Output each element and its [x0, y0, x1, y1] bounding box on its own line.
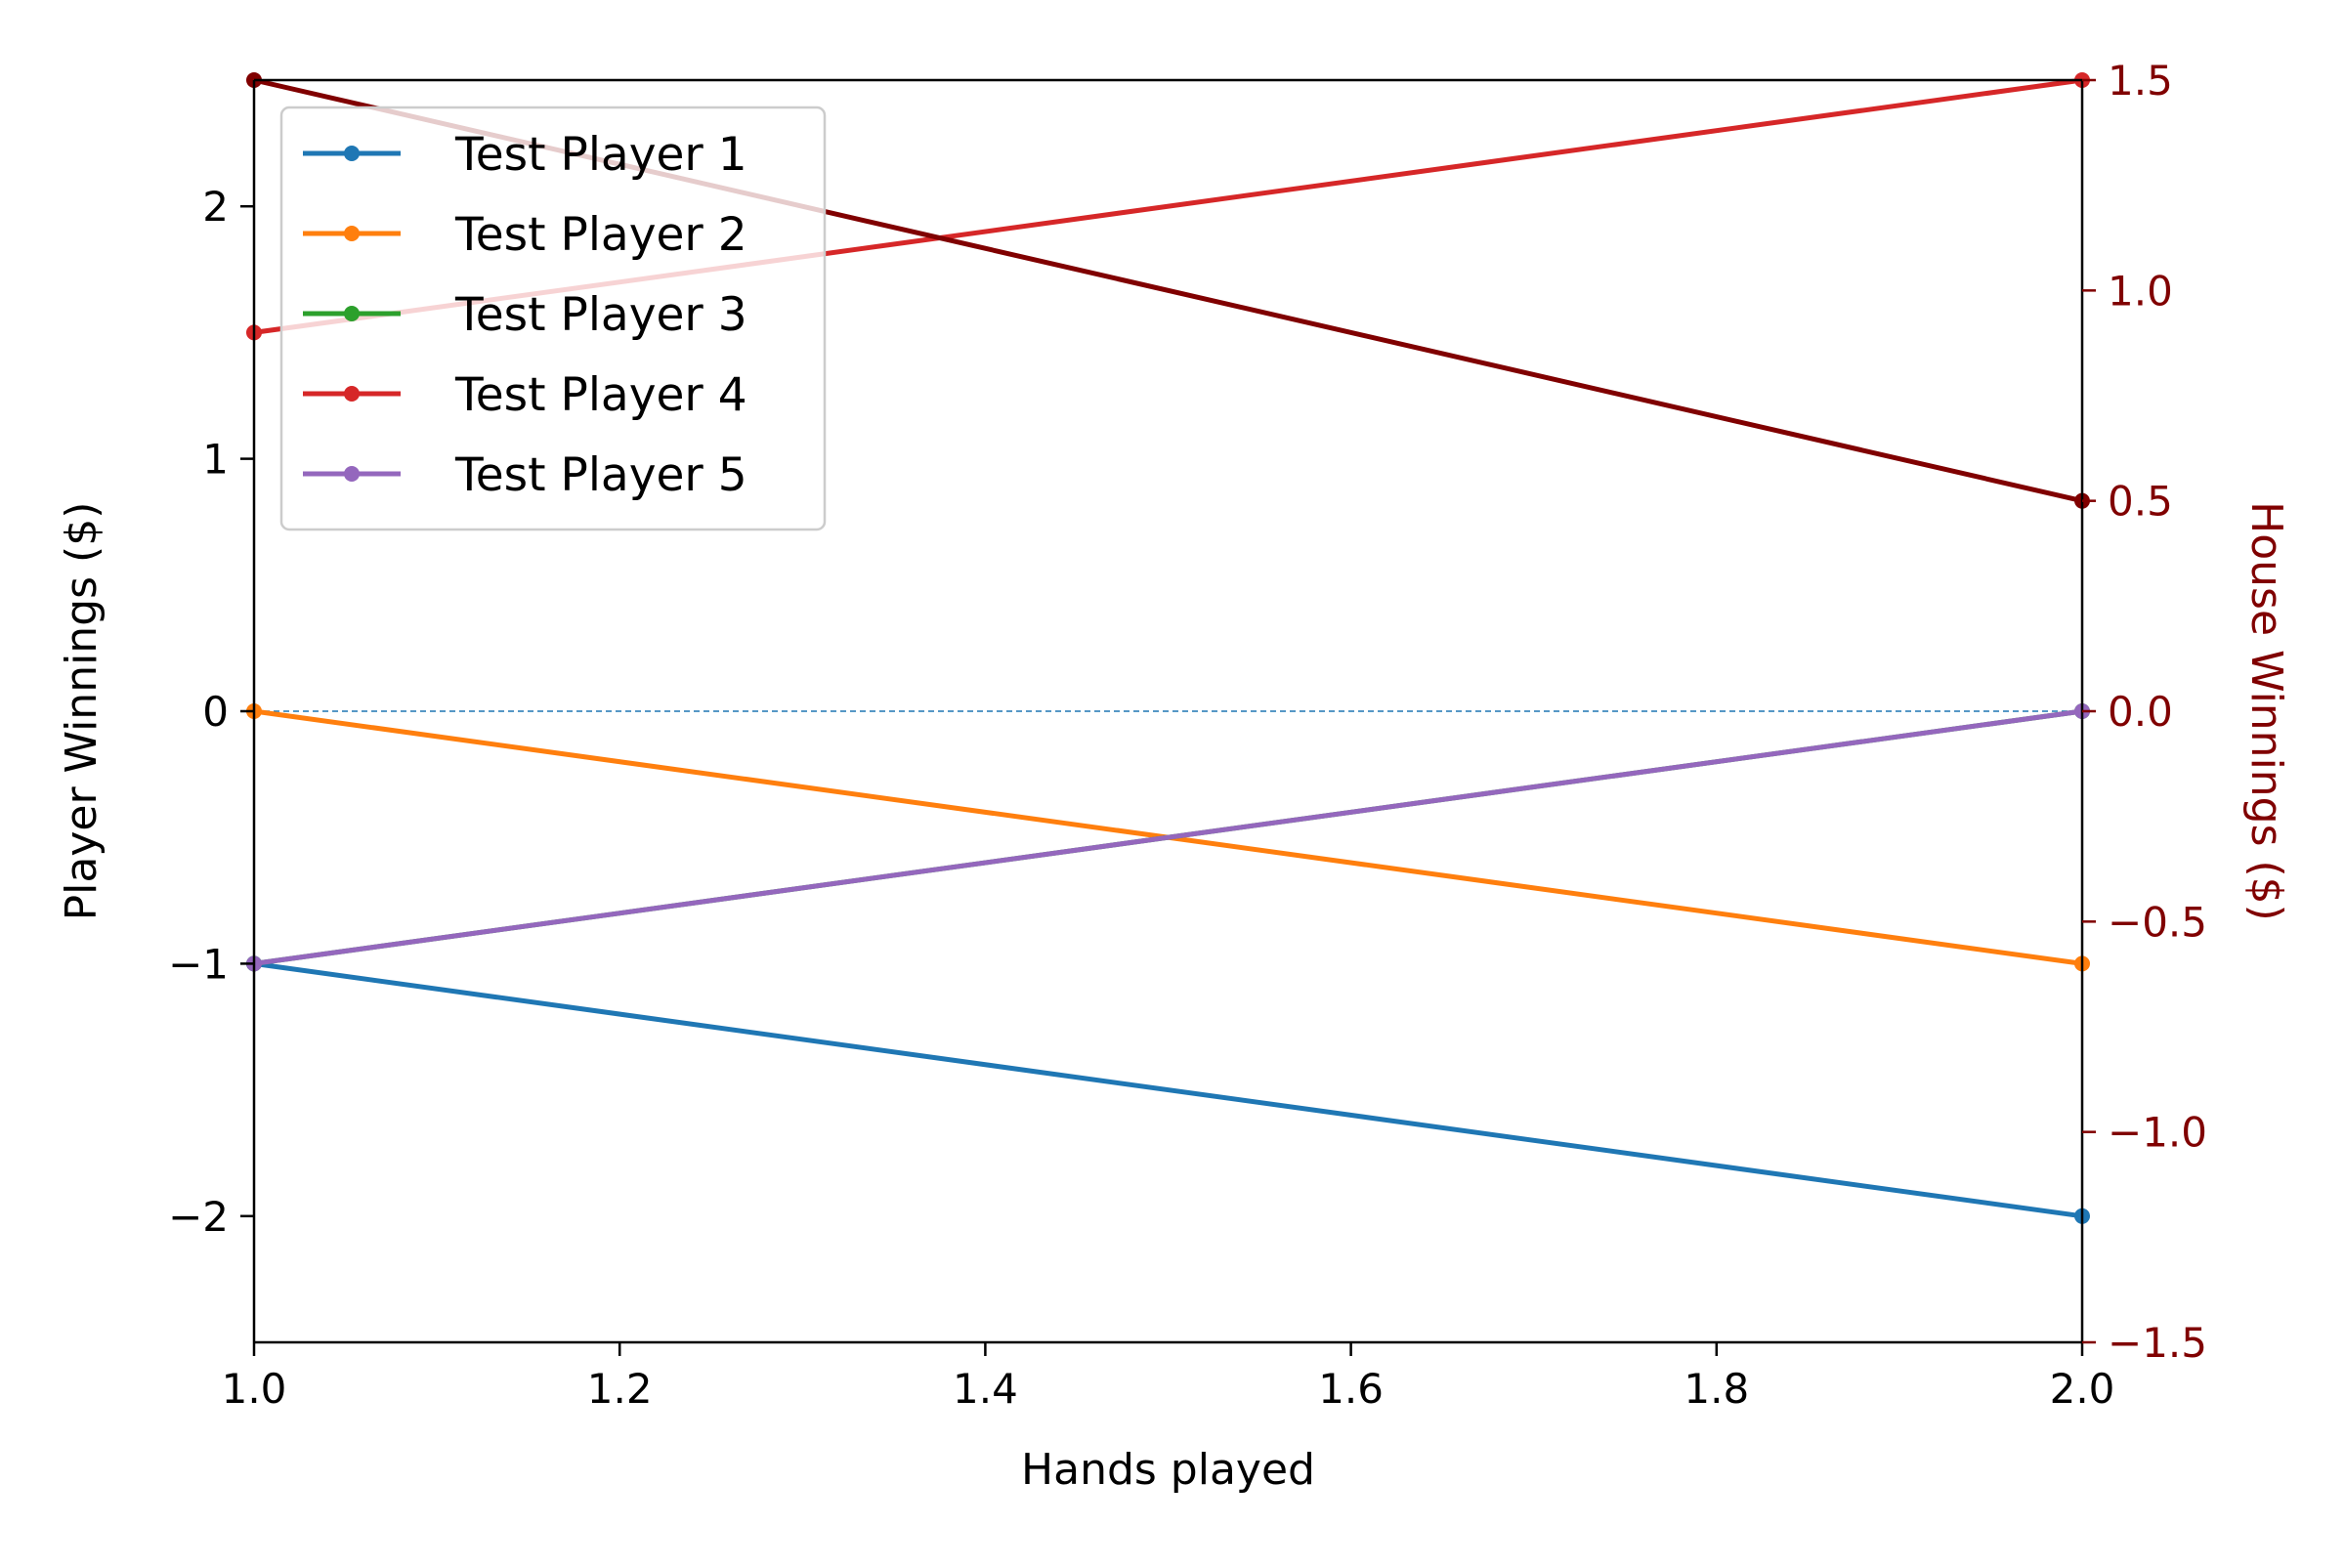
y2-axis-title: House Winnings ($)	[2241, 501, 2291, 921]
y2-tick-label-3: −0.5	[2108, 898, 2207, 946]
series-line-1	[253, 960, 2083, 1219]
legend-box	[279, 106, 827, 531]
y-tick-label-2: −1	[168, 940, 229, 988]
x-tick-label-3: 1.4	[953, 1365, 1018, 1413]
x-tick-label-1: 1.0	[222, 1365, 287, 1413]
legend-marker-2	[344, 226, 360, 241]
y-tick-label-3: 0	[202, 688, 229, 736]
y2-tick-label-6: 1.0	[2108, 267, 2173, 315]
y-tick-label-4: 1	[202, 436, 229, 484]
y-tick-label-1: −2	[168, 1193, 229, 1241]
x-tick-label-4: 1.6	[1318, 1365, 1384, 1413]
legend-label-5: Test Player 5	[454, 448, 747, 502]
legend-marker-5	[344, 466, 360, 482]
x-axis-title: Hands played	[1021, 1445, 1315, 1495]
legend-label-2: Test Player 2	[454, 208, 747, 262]
x-tick-label-2: 1.2	[587, 1365, 653, 1413]
x-tick-label-5: 1.8	[1684, 1365, 1749, 1413]
legend-label-1: Test Player 1	[454, 128, 747, 182]
legend-label-4: Test Player 4	[454, 368, 747, 422]
y2-tick-label-2: −1.0	[2108, 1109, 2207, 1157]
y2-tick-label-5: 0.5	[2108, 478, 2173, 526]
legend-marker-4	[344, 386, 360, 402]
y-axis-title: Player Winnings ($)	[57, 502, 107, 921]
y2-tick-label-7: 1.5	[2108, 57, 2173, 105]
legend-marker-1	[344, 146, 360, 161]
x-tick-label-6: 2.0	[2050, 1365, 2115, 1413]
legend-marker-3	[344, 306, 360, 321]
y2-tick-label-4: 0.0	[2108, 688, 2173, 736]
y2-tick-label-1: −1.5	[2108, 1319, 2207, 1367]
legend-label-3: Test Player 3	[454, 288, 747, 342]
series-line-5	[253, 708, 2083, 966]
y-tick-label-5: 2	[202, 183, 229, 231]
